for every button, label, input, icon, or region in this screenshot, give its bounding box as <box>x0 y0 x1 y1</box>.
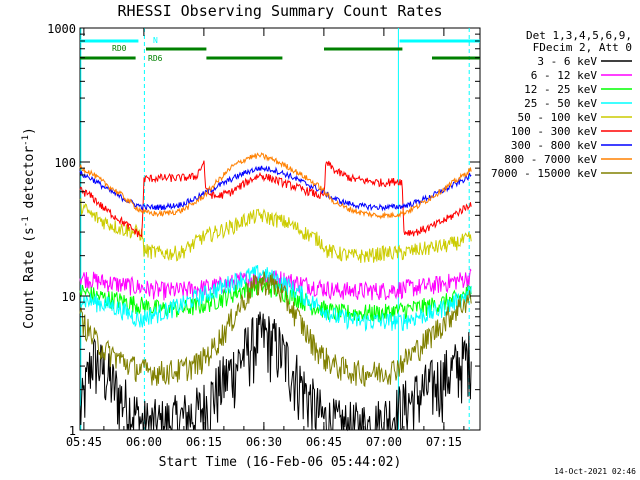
legend-entry-label-8: 7000 - 15000 keV <box>491 167 597 180</box>
legend-header-line-2: FDecim 2, Att 0 <box>533 41 632 54</box>
series-line-3 <box>79 264 472 332</box>
legend-entry-label-6: 300 - 800 keV <box>511 139 597 152</box>
series-line-5 <box>79 160 472 238</box>
legend-entry-label-2: 12 - 25 keV <box>524 83 597 96</box>
y-tick-label-1: 10 <box>62 290 76 304</box>
y-tick-label-0: 1 <box>69 424 76 438</box>
y-tick-label-3: 1000 <box>47 22 76 36</box>
y-tick-label-2: 100 <box>54 156 76 170</box>
series-line-6 <box>79 165 472 212</box>
legend-entry-label-7: 800 - 7000 keV <box>504 153 597 166</box>
plot-frame <box>79 27 481 431</box>
x-tick-label-4: 06:45 <box>306 435 342 449</box>
annotation-rd0: RD0 <box>112 44 127 53</box>
x-tick-label-5: 07:00 <box>366 435 402 449</box>
series-line-0 <box>79 311 472 432</box>
series-layer <box>79 152 472 432</box>
x-tick-label-0: 05:45 <box>66 435 102 449</box>
legend: Det 1,3,4,5,6,9, FDecim 2, Att 0 3 - 6 k… <box>491 29 632 180</box>
x-axis: 05:45 06:00 06:15 06:30 06:45 07:00 07:15 <box>66 28 465 449</box>
legend-entry-label-3: 25 - 50 keV <box>524 97 597 110</box>
series-line-8 <box>79 271 472 388</box>
legend-entry-label-5: 100 - 300 keV <box>511 125 597 138</box>
series-line-7 <box>79 152 472 220</box>
x-axis-label: Start Time (16-Feb-06 05:44:02) <box>159 455 402 470</box>
y-axis-label: Count Rate (s-1 detector-1) <box>21 127 37 329</box>
x-tick-label-3: 06:30 <box>246 435 282 449</box>
x-tick-label-1: 06:00 <box>126 435 162 449</box>
timestamp: 14-Oct-2021 02:46 <box>554 467 636 476</box>
x-tick-label-6: 07:15 <box>426 435 462 449</box>
series-line-1 <box>79 268 472 301</box>
legend-entry-label-1: 6 - 12 keV <box>531 69 598 82</box>
annotation-rd6: RD6 <box>148 54 163 63</box>
y-axis: 1 10 100 1000 <box>47 22 480 438</box>
chart-title: RHESSI Observing Summary Count Rates <box>117 2 442 20</box>
x-tick-label-2: 06:15 <box>186 435 222 449</box>
legend-header-line-1: Det 1,3,4,5,6,9, <box>526 29 632 42</box>
flag-bars <box>80 39 480 60</box>
annotation-n: N <box>153 36 158 45</box>
series-line-2 <box>79 277 472 323</box>
legend-entry-label-4: 50 - 100 keV <box>518 111 598 124</box>
legend-entry-label-0: 3 - 6 keV <box>537 55 597 68</box>
series-line-4 <box>79 197 472 264</box>
